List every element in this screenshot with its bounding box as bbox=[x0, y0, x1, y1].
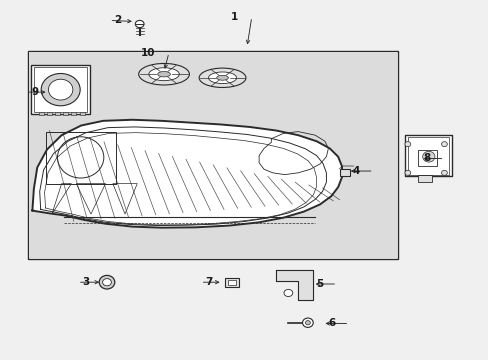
Bar bbox=[47, 112, 52, 115]
Bar bbox=[45, 132, 116, 184]
Bar bbox=[31, 65, 90, 114]
Text: 5: 5 bbox=[316, 279, 323, 289]
Ellipse shape bbox=[208, 72, 236, 84]
Ellipse shape bbox=[302, 318, 313, 327]
Text: 4: 4 bbox=[352, 166, 359, 176]
Ellipse shape bbox=[216, 75, 228, 80]
Bar bbox=[417, 175, 431, 182]
Ellipse shape bbox=[199, 68, 245, 87]
Ellipse shape bbox=[135, 21, 144, 28]
Ellipse shape bbox=[139, 63, 189, 85]
Ellipse shape bbox=[158, 72, 170, 77]
Text: 3: 3 bbox=[82, 277, 90, 287]
Ellipse shape bbox=[102, 279, 111, 286]
Ellipse shape bbox=[404, 141, 410, 147]
Ellipse shape bbox=[404, 170, 410, 175]
Bar bbox=[27, 51, 397, 259]
Ellipse shape bbox=[441, 141, 447, 147]
Text: 7: 7 bbox=[205, 277, 212, 287]
Bar bbox=[39, 112, 43, 115]
Polygon shape bbox=[276, 270, 312, 300]
Ellipse shape bbox=[41, 73, 80, 106]
Text: 10: 10 bbox=[141, 48, 155, 58]
Text: 8: 8 bbox=[423, 153, 430, 163]
Bar bbox=[63, 112, 68, 115]
Ellipse shape bbox=[422, 151, 434, 162]
Ellipse shape bbox=[148, 68, 179, 81]
Bar bbox=[55, 112, 60, 115]
Text: 6: 6 bbox=[328, 319, 335, 328]
Bar bbox=[227, 280, 235, 285]
Text: 9: 9 bbox=[31, 87, 39, 97]
Bar bbox=[407, 137, 448, 175]
Bar bbox=[34, 67, 87, 112]
Bar bbox=[71, 112, 76, 115]
Ellipse shape bbox=[441, 170, 447, 175]
Bar bbox=[339, 168, 349, 176]
Ellipse shape bbox=[305, 320, 310, 325]
Polygon shape bbox=[32, 120, 341, 228]
Bar bbox=[29, 52, 396, 258]
Ellipse shape bbox=[48, 79, 73, 100]
Bar bbox=[417, 149, 436, 166]
Ellipse shape bbox=[284, 289, 292, 297]
Bar bbox=[80, 112, 84, 115]
Text: 2: 2 bbox=[114, 15, 122, 26]
Ellipse shape bbox=[99, 275, 115, 289]
Text: 1: 1 bbox=[230, 12, 238, 22]
Bar bbox=[405, 135, 451, 176]
Bar bbox=[224, 278, 238, 287]
